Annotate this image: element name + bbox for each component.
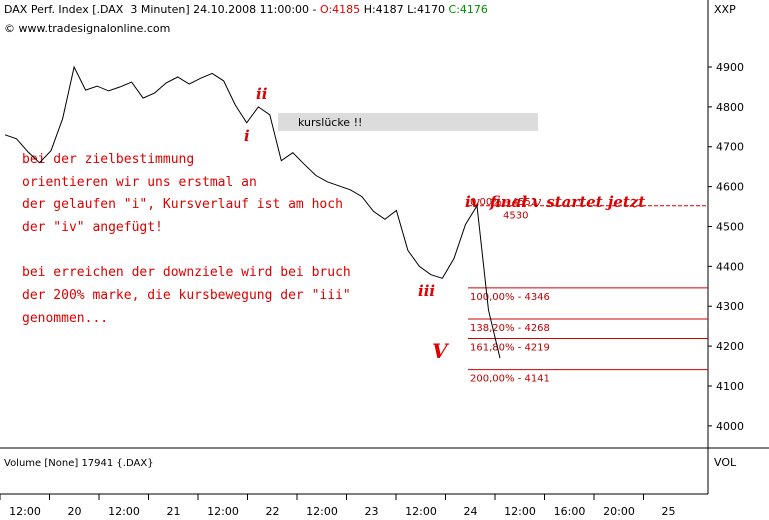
header-title: DAX Perf. Index [.DAX 3 Minuten] 24.10.2… bbox=[4, 3, 317, 16]
x-tick-label: 12:00 bbox=[207, 505, 239, 518]
x-tick-label: 16:00 bbox=[554, 505, 586, 518]
comment-line: orientieren wir uns erstmal an bbox=[22, 175, 257, 190]
comment-line: der gelaufen "i", Kursverlauf ist am hoc… bbox=[22, 197, 343, 212]
wave-label: iv final v startet jetzt bbox=[465, 193, 645, 211]
y-tick-label: 4200 bbox=[716, 340, 744, 353]
header: DAX Perf. Index [.DAX 3 Minuten] 24.10.2… bbox=[4, 3, 488, 16]
comment-line: genommen... bbox=[22, 311, 108, 326]
y-tick-label: 4800 bbox=[716, 101, 744, 114]
fib-label: 0,00% - 4552 bbox=[470, 197, 537, 208]
level-note: 4530 bbox=[503, 211, 528, 222]
y-tick-label: 4600 bbox=[716, 181, 744, 194]
x-tick-label: 24 bbox=[464, 505, 478, 518]
wave-label: iii bbox=[418, 282, 435, 300]
comment-line: der 200% marke, die kursbewegung der "ii… bbox=[22, 288, 351, 303]
gap-box bbox=[278, 113, 538, 131]
x-tick-label: 23 bbox=[365, 505, 379, 518]
gap-label: kurslücke !! bbox=[298, 116, 362, 129]
y-tick-label: 4300 bbox=[716, 300, 744, 313]
y-tick-label: 4900 bbox=[716, 61, 744, 74]
x-tick-label: 12:00 bbox=[108, 505, 140, 518]
fib-label: 200,00% - 4141 bbox=[470, 374, 550, 385]
y-tick-label: 4700 bbox=[716, 141, 744, 154]
x-tick-label: 22 bbox=[266, 505, 280, 518]
comment-line: bei erreichen der downziele wird bei bru… bbox=[22, 265, 351, 280]
x-tick-label: 12:00 bbox=[306, 505, 338, 518]
wave-label: V bbox=[432, 339, 450, 363]
volume-axis-label: VOL bbox=[714, 456, 737, 469]
y-tick-label: 4100 bbox=[716, 380, 744, 393]
comment-line: bei der zielbestimmung bbox=[22, 152, 194, 167]
x-tick-label: 12:00 bbox=[9, 505, 41, 518]
copyright: © www.tradesignalonline.com bbox=[4, 22, 170, 35]
price-line bbox=[4, 65, 501, 359]
y-tick-label: 4400 bbox=[716, 260, 744, 273]
header-open: O:4185 bbox=[320, 3, 360, 16]
x-tick-label: 25 bbox=[662, 505, 676, 518]
wave-label: i bbox=[244, 127, 250, 145]
y-tick-label: 4500 bbox=[716, 220, 744, 233]
header-close: C:4176 bbox=[449, 3, 488, 16]
x-tick-label: 20:00 bbox=[603, 505, 635, 518]
x-tick-label: 20 bbox=[68, 505, 82, 518]
fib-label: 138,20% - 4268 bbox=[470, 323, 550, 334]
comment-line: der "iv" angefügt! bbox=[22, 220, 163, 235]
fib-label: 161,80% - 4219 bbox=[470, 343, 550, 354]
header-high: H:4187 bbox=[364, 3, 404, 16]
x-tick-label: 21 bbox=[167, 505, 181, 518]
volume-label: Volume [None] 17941 {.DAX} bbox=[4, 458, 154, 469]
wave-label: ii bbox=[256, 85, 268, 103]
scale-label: XXP bbox=[714, 3, 736, 16]
y-tick-label: 4000 bbox=[716, 420, 744, 433]
fib-label: 100,00% - 4346 bbox=[470, 292, 550, 303]
x-tick-label: 12:00 bbox=[405, 505, 437, 518]
header-low: L:4170 bbox=[407, 3, 445, 16]
x-tick-label: 12:00 bbox=[504, 505, 536, 518]
